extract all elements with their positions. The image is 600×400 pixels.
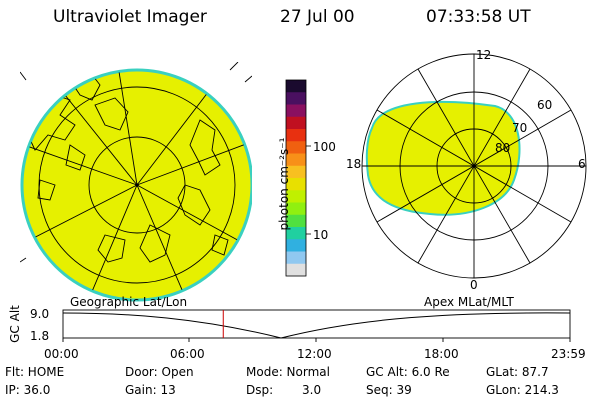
outer-ticks <box>20 62 252 263</box>
glon-status: GLon: 214.3 <box>486 383 559 397</box>
pole-marker <box>135 183 139 187</box>
mlat-grid <box>361 53 587 279</box>
colorbar-cell <box>286 239 306 252</box>
mlt-label-6: 6 <box>578 157 586 171</box>
coastline <box>139 224 171 263</box>
colorbar-gradient <box>286 80 306 277</box>
glat-status: GLat: 87.7 <box>486 365 549 379</box>
x-ticks <box>62 338 571 342</box>
mlat-label-60: 60 <box>537 98 553 112</box>
mlt-line <box>417 68 531 264</box>
mode-status: Mode: Normal <box>246 365 330 379</box>
dsp-value: 3.0 <box>302 383 322 397</box>
colorbar-cell <box>286 178 306 191</box>
mlt-label-12: 12 <box>476 48 492 62</box>
gain-status: Gain: 13 <box>125 383 176 397</box>
colorbar-frame <box>285 79 307 277</box>
x-tick-label: 23:59 <box>551 347 586 361</box>
gc-alt-status: GC Alt: 6.0 Re <box>366 365 450 379</box>
altitude-curve <box>62 312 571 339</box>
colorbar-cell <box>286 129 306 142</box>
colorbar-cell <box>286 92 306 105</box>
mlat-label-70: 70 <box>512 121 528 135</box>
colorbar-cell <box>286 202 306 216</box>
meridian-line <box>23 139 138 186</box>
coastline <box>94 97 129 131</box>
time-label: 07:33:58 UT <box>426 7 531 27</box>
dsp-label: Dsp: <box>246 383 274 397</box>
x-tick-label: 06:00 <box>170 347 205 361</box>
colorbar-cell <box>286 153 306 167</box>
geographic-caption: Geographic Lat/Lon <box>70 295 188 309</box>
colorbar-cell <box>286 104 306 118</box>
x-tick-label: 00:00 <box>44 347 79 361</box>
colorbar-cell <box>286 80 306 93</box>
colorbar-cell <box>286 141 306 154</box>
meridian-line <box>113 71 138 186</box>
door-status: Door: Open <box>125 365 194 379</box>
magnetic-caption: Apex MLat/MLT <box>424 295 514 309</box>
coastline <box>97 234 126 263</box>
x-tick-label: 12:00 <box>297 347 332 361</box>
colorbar-cell <box>286 214 306 228</box>
coastline <box>65 144 86 171</box>
date-label: 27 Jul 00 <box>280 7 355 27</box>
page-title: Ultraviolet Imager <box>53 7 207 27</box>
colorbar-tick-label: 100 <box>313 140 336 154</box>
coastline <box>177 184 211 226</box>
colorbar-cell <box>286 227 306 240</box>
x-tick-label: 18:00 <box>424 347 459 361</box>
colorbar-cell <box>286 263 306 277</box>
coastline <box>211 234 229 256</box>
colorbar-cell <box>286 165 306 179</box>
ip-status: IP: 36.0 <box>5 383 51 397</box>
seq-status: Seq: 39 <box>366 383 412 397</box>
coastline <box>189 119 221 176</box>
y-tick-label: 1.8 <box>30 329 50 343</box>
flight-status: Flt: HOME <box>5 365 65 379</box>
colorbar-tick-label: 10 <box>313 228 329 242</box>
altitude-plot-frame <box>62 309 571 339</box>
mlt-label-18: 18 <box>346 157 362 171</box>
colorbar-cell <box>286 251 306 265</box>
coastline <box>37 179 56 201</box>
altitude-axis-label: GC Alt <box>7 305 22 343</box>
y-tick-label: 9.0 <box>30 307 50 321</box>
colorbar-cell <box>286 190 306 203</box>
colorbar-cell <box>286 116 306 130</box>
mlt-label-0: 0 <box>470 278 478 292</box>
mlat-label-80: 80 <box>495 141 511 155</box>
